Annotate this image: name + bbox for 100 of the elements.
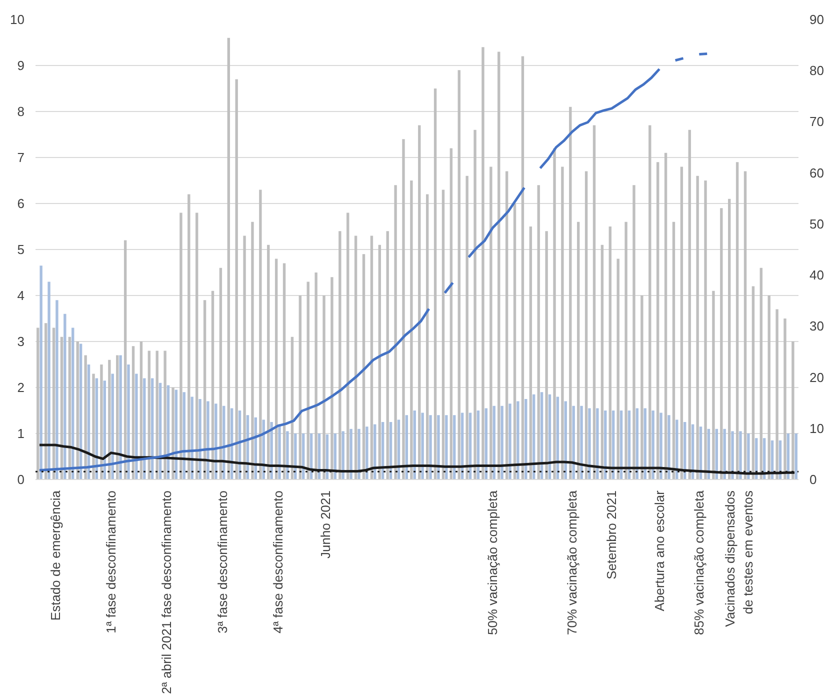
bar bbox=[588, 408, 591, 480]
bar bbox=[119, 355, 122, 480]
y2-tick-label: 0 bbox=[810, 472, 817, 487]
bar bbox=[680, 166, 684, 480]
bar bbox=[739, 431, 742, 480]
bar bbox=[251, 222, 254, 480]
bar bbox=[736, 162, 739, 480]
bar bbox=[561, 166, 564, 480]
bar bbox=[474, 130, 476, 480]
y-tick-label: 0 bbox=[17, 472, 25, 487]
bar bbox=[592, 125, 596, 480]
y-tick-label: 5 bbox=[17, 242, 25, 257]
bar bbox=[370, 236, 374, 480]
bar bbox=[402, 139, 405, 480]
bar bbox=[350, 428, 352, 480]
x-tick-label: Setembro 2021 bbox=[604, 490, 620, 580]
x-tick-label: Estado de emergência bbox=[48, 490, 63, 621]
y2-tick-label: 80 bbox=[810, 63, 824, 78]
bar bbox=[127, 364, 130, 480]
bar bbox=[776, 309, 778, 480]
bar bbox=[421, 412, 424, 480]
bar bbox=[521, 56, 524, 480]
bar bbox=[516, 401, 520, 480]
y-tick-label: 4 bbox=[17, 288, 25, 303]
bar bbox=[188, 194, 190, 480]
bar bbox=[747, 434, 750, 480]
bar bbox=[545, 231, 548, 480]
x-tick-label: 4ª fase desconfinamento bbox=[270, 490, 286, 634]
bar bbox=[358, 428, 360, 480]
bar bbox=[429, 415, 432, 480]
bar bbox=[48, 282, 50, 480]
bar bbox=[458, 70, 460, 480]
y2-tick-label: 60 bbox=[810, 165, 824, 180]
y2-tick-label: 10 bbox=[810, 420, 824, 436]
bar bbox=[322, 296, 326, 480]
bar bbox=[537, 185, 540, 480]
bar bbox=[314, 272, 318, 480]
bar bbox=[584, 171, 588, 480]
y-tick-label: 8 bbox=[17, 104, 25, 119]
bar bbox=[668, 415, 670, 480]
bar bbox=[418, 125, 421, 480]
bar bbox=[728, 198, 731, 480]
bar bbox=[366, 426, 368, 480]
bar bbox=[529, 226, 532, 480]
bar bbox=[100, 364, 103, 480]
x-tick-label: 70% vacinação completa bbox=[564, 490, 580, 636]
bar bbox=[362, 254, 366, 480]
bar bbox=[596, 408, 599, 480]
bar bbox=[124, 240, 127, 480]
bar bbox=[156, 350, 158, 480]
bar bbox=[482, 47, 484, 480]
bar bbox=[40, 266, 42, 480]
bar bbox=[442, 190, 445, 480]
bar bbox=[92, 374, 95, 480]
bar bbox=[760, 268, 762, 480]
bar bbox=[624, 222, 628, 480]
bar bbox=[505, 171, 508, 480]
bar bbox=[466, 176, 468, 480]
bar bbox=[214, 404, 218, 480]
bar bbox=[672, 222, 676, 480]
bar bbox=[490, 166, 492, 480]
y2-tick-label: 20 bbox=[810, 370, 824, 385]
bar bbox=[278, 424, 281, 480]
bar bbox=[600, 244, 604, 480]
bar bbox=[437, 415, 440, 480]
bar bbox=[784, 318, 786, 480]
bar bbox=[572, 406, 575, 480]
bar bbox=[752, 286, 755, 480]
bar bbox=[243, 236, 246, 480]
y2-tick-label: 30 bbox=[810, 318, 824, 334]
y-tick-label: 2 bbox=[17, 380, 25, 395]
bar bbox=[664, 152, 668, 480]
bar bbox=[282, 263, 286, 480]
y2-tick-label: 90 bbox=[810, 12, 824, 27]
bar bbox=[720, 208, 723, 480]
bar bbox=[235, 79, 238, 480]
bar bbox=[652, 410, 654, 480]
bar bbox=[723, 428, 726, 480]
bar bbox=[270, 422, 273, 480]
y-tick-label: 1 bbox=[17, 426, 25, 441]
bar bbox=[410, 180, 413, 480]
bar bbox=[498, 52, 500, 480]
x-tick-label: Abertura ano escolar bbox=[652, 490, 667, 612]
bar bbox=[306, 282, 310, 480]
bar bbox=[206, 401, 210, 480]
bar bbox=[656, 162, 660, 480]
bar bbox=[346, 212, 350, 480]
bar bbox=[569, 106, 572, 480]
bar bbox=[768, 296, 770, 480]
bar bbox=[492, 406, 496, 480]
bar bbox=[342, 431, 344, 480]
y-tick-label: 7 bbox=[17, 150, 25, 165]
bar bbox=[338, 231, 342, 480]
x-tick-label: Vacinados dispensados de testes em eventos bbox=[722, 490, 756, 627]
bar bbox=[330, 277, 334, 480]
bar bbox=[394, 185, 397, 480]
bar bbox=[227, 38, 230, 480]
bar bbox=[508, 404, 512, 480]
bar bbox=[553, 148, 556, 480]
bar bbox=[445, 415, 448, 480]
